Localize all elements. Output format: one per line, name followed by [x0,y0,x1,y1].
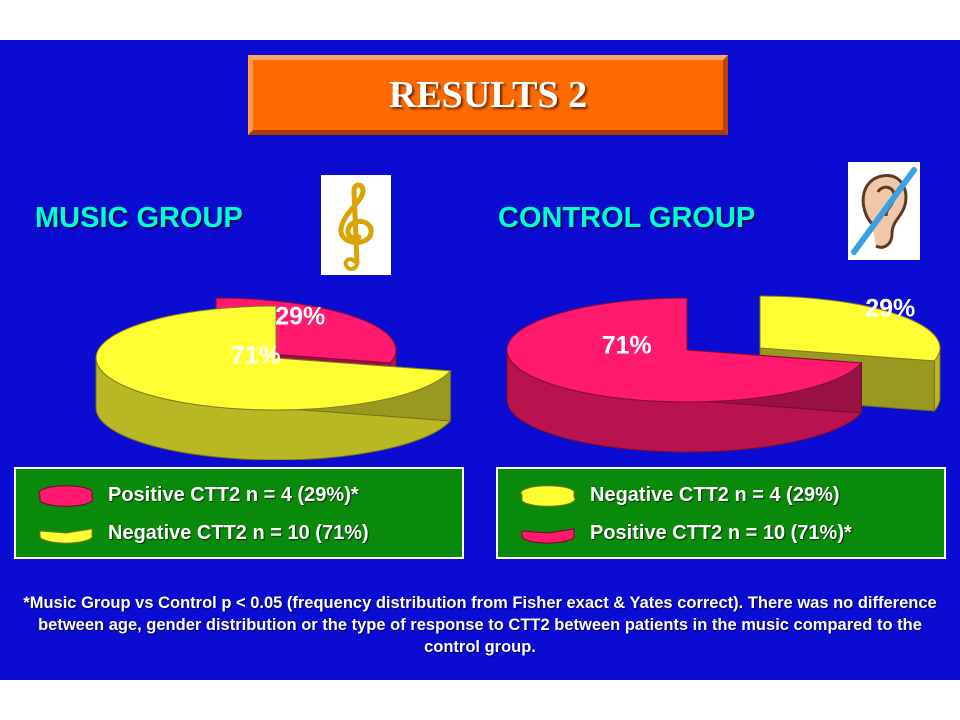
pie-label-positive-ctt2: 71% [602,332,652,360]
legend-swatch-positive [38,485,94,507]
legend-item: Negative CTT2 n = 4 (29%) [498,479,944,513]
control-group-title: CONTROL GROUP [498,202,756,234]
title-banner: RESULTS 2 [248,55,728,135]
control-group-pie: 29% 71% [506,294,941,453]
pie-label-positive-ctt2: 29% [275,302,325,330]
legend-item: Positive CTT2 n = 10 (71%)* [498,517,944,551]
legend-label-positive: Positive CTT2 n = 4 (29%)* [108,484,359,506]
legend-item: Negative CTT2 n = 10 (71%) [16,517,462,551]
pie-label-negative-ctt2: 29% [865,294,915,322]
pie-slice-positive-ctt2 [506,297,863,403]
legend-swatch-negative [520,485,576,507]
pie-charts: 29% 71% 29% 71% [95,294,941,460]
control-group-legend: Negative CTT2 n = 4 (29%) Positive CTT2 … [496,467,946,559]
music-group-title: MUSIC GROUP [35,202,243,234]
pie-slice-negative-ctt2 [759,295,941,362]
pie-label-negative-ctt2: 71% [231,342,281,370]
legend-swatch-positive [521,528,575,544]
crossed-out-ear-icon [848,162,920,260]
legend-swatch-negative [39,528,93,544]
footnote: *Music Group vs Control p < 0.05 (freque… [23,594,937,656]
music-group-legend: Positive CTT2 n = 4 (29%)* Negative CTT2… [14,467,464,559]
slide-title: RESULTS 2 [388,74,588,116]
legend-label-negative: Negative CTT2 n = 10 (71%) [108,522,369,544]
pie-slice-negative-ctt2 [95,305,452,411]
legend-item: Positive CTT2 n = 4 (29%)* [16,479,462,513]
legend-label-positive: Positive CTT2 n = 10 (71%)* [590,522,852,544]
music-group-pie: 29%71% [95,297,452,460]
slide-background: RESULTS 2 MUSIC GROUP CONTROL GROUP 29% 7… [0,40,960,680]
treble-clef-icon [321,175,391,275]
legend-label-negative: Negative CTT2 n = 4 (29%) [590,484,840,506]
